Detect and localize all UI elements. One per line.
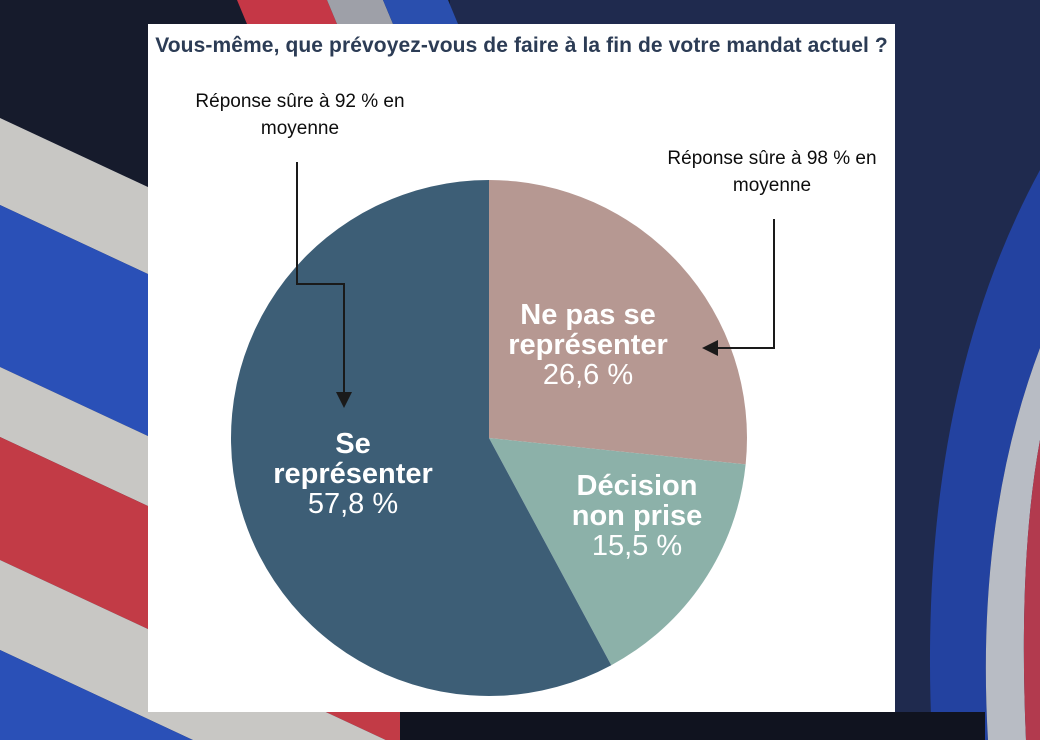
annotation-arrow-92 [296,162,352,408]
annotation-98-percent: Réponse sûre à 98 % en moyenne [652,145,892,199]
slice-label-se-representer: Se représenter 57,8 % [273,429,433,519]
slice-name-line: représenter [273,458,433,490]
slice-value: 57,8 % [307,488,399,520]
annotation-line: Réponse sûre à 92 % en [195,91,405,112]
slice-value: 15,5 % [591,530,683,562]
chart-card: Vous-même, que prévoyez-vous de faire à … [148,24,895,712]
arrowhead-left-icon [702,340,718,356]
pie-slice-ne-pas-se-representer [489,180,747,465]
pie-slices-group [231,180,747,696]
slice-name-line: Décision [576,470,698,502]
pie-slice-se-representer [231,180,612,696]
suit-shadow-bottom [400,712,985,740]
pie-slice-decision-non-prise [489,438,746,666]
sash-left-blue-bottom [0,650,193,740]
slice-label-decision-non-prise: Décision non prise 15,5 % [572,471,703,561]
annotation-92-percent: Réponse sûre à 92 % en moyenne [180,88,420,142]
sash-right-white [985,348,1040,740]
slice-name-line: Ne pas se [520,299,656,331]
slice-label-ne-pas-se-representer: Ne pas se représenter 26,6 % [508,300,668,390]
slice-name-line: Se [335,428,371,460]
pie-chart [231,162,775,696]
sash-right-blue [929,170,1040,740]
chart-title: Vous-même, que prévoyez-vous de faire à … [155,34,888,57]
sash-right-red [1023,440,1040,740]
annotation-line: moyenne [260,118,340,139]
slice-name-line: non prise [571,500,703,532]
arrowhead-down-icon [336,392,352,408]
annotation-line: Réponse sûre à 98 % en [667,148,877,169]
annotation-line: moyenne [732,175,812,196]
slice-name-line: représenter [508,329,668,361]
slice-value: 26,6 % [542,359,634,391]
annotation-arrow-98 [702,219,775,356]
